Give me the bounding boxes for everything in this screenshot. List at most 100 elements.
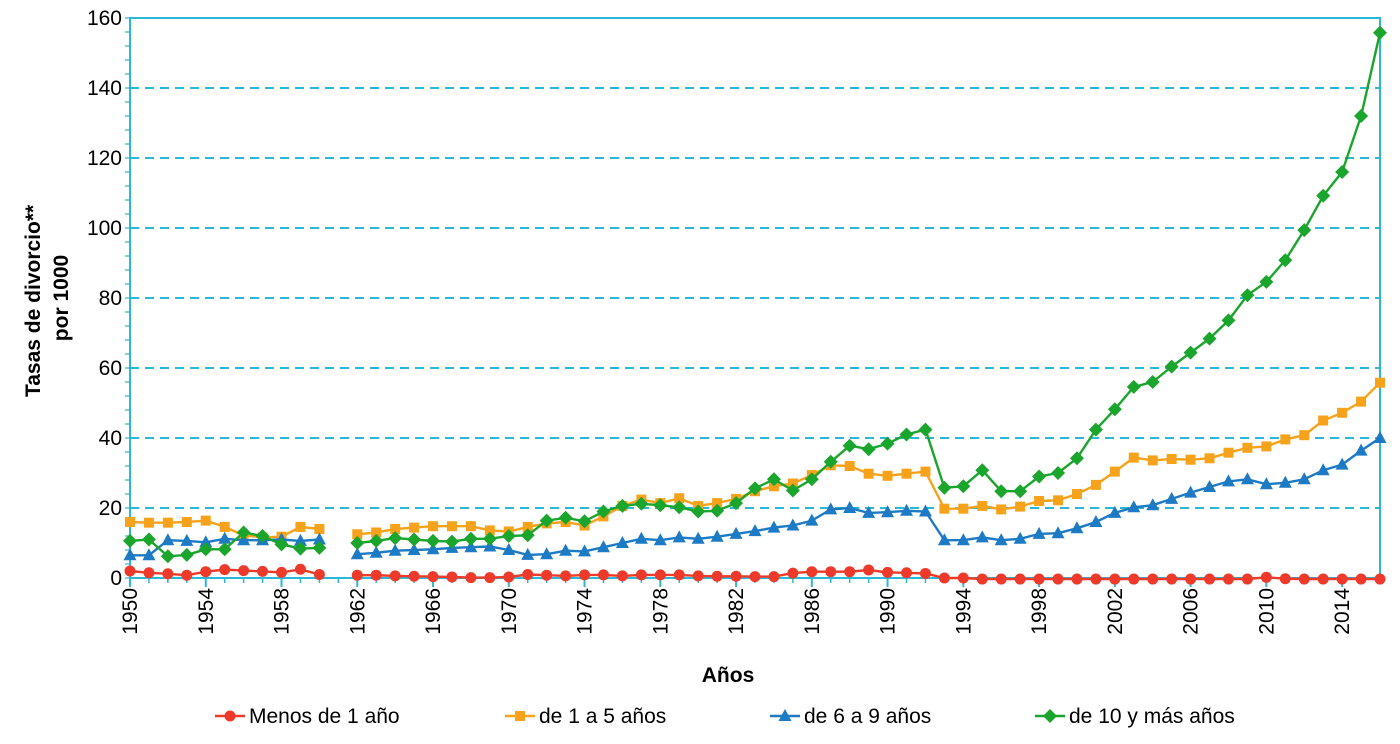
data-point <box>388 531 403 546</box>
data-point <box>1146 498 1160 511</box>
data-point <box>768 571 780 583</box>
data-point <box>692 570 704 582</box>
data-point <box>502 543 516 555</box>
data-point <box>124 565 136 577</box>
data-point <box>824 502 838 515</box>
data-point <box>1318 415 1329 426</box>
data-point <box>749 571 761 583</box>
data-point <box>615 498 630 513</box>
data-point <box>748 481 762 496</box>
data-point <box>1109 573 1121 585</box>
data-point <box>1014 573 1026 585</box>
data-point <box>1335 457 1349 470</box>
data-point <box>484 572 496 584</box>
data-point <box>653 533 667 546</box>
data-point <box>1202 331 1217 346</box>
data-point <box>276 566 288 578</box>
data-point <box>257 565 269 577</box>
data-point <box>1108 505 1122 518</box>
data-point <box>710 529 724 542</box>
data-point <box>446 571 458 583</box>
data-point <box>407 532 422 547</box>
data-point <box>1013 484 1028 499</box>
data-point <box>861 442 876 457</box>
data-point <box>407 543 421 555</box>
x-tick-label: 1998 <box>1028 588 1051 635</box>
data-point <box>160 549 175 564</box>
legend-swatch-marker <box>778 709 792 721</box>
data-point <box>635 569 647 581</box>
data-point <box>1261 441 1272 452</box>
data-point <box>900 503 914 516</box>
data-point <box>785 483 800 498</box>
data-point <box>1053 495 1064 506</box>
data-point <box>804 472 819 487</box>
data-point <box>710 503 725 518</box>
data-point <box>293 541 308 556</box>
data-point <box>976 573 988 585</box>
data-point <box>1337 407 1348 418</box>
data-point <box>956 533 970 546</box>
data-point <box>1373 25 1387 40</box>
data-point <box>521 547 535 560</box>
data-point <box>1336 573 1348 585</box>
data-point <box>1071 573 1083 585</box>
data-point <box>559 543 573 556</box>
data-point <box>236 525 251 540</box>
legend-item: de 1 a 5 años <box>505 705 666 728</box>
data-point <box>1145 375 1160 389</box>
data-point <box>597 569 609 581</box>
data-point <box>390 524 401 534</box>
data-point <box>295 521 306 532</box>
data-point <box>672 500 687 515</box>
data-point <box>920 466 931 477</box>
data-point <box>371 527 382 538</box>
data-point <box>238 565 250 577</box>
data-point <box>1204 573 1216 585</box>
data-point <box>1109 466 1120 477</box>
legend-label: de 1 a 5 años <box>539 705 666 728</box>
data-point <box>501 529 516 543</box>
data-point <box>825 566 837 578</box>
y-tick-label: 40 <box>99 427 122 450</box>
x-tick-label: 1962 <box>346 588 369 635</box>
y-tick-label: 100 <box>87 217 122 240</box>
data-point <box>1107 402 1122 417</box>
data-point <box>994 533 1008 546</box>
data-point <box>975 530 989 543</box>
data-point <box>578 544 592 557</box>
data-point <box>806 566 818 578</box>
data-point <box>1052 573 1064 585</box>
data-point <box>426 542 440 555</box>
data-point <box>558 510 573 525</box>
data-point <box>181 517 192 527</box>
x-tick-label: 2002 <box>1104 588 1127 635</box>
data-point <box>691 504 706 519</box>
data-point <box>956 479 971 494</box>
data-point <box>787 567 799 579</box>
data-point <box>180 533 194 546</box>
legend-label: de 10 y más años <box>1069 705 1235 728</box>
data-point <box>1297 472 1311 485</box>
series-line <box>357 32 1382 545</box>
y-axis-title-line-2: por 1000 <box>50 255 73 341</box>
series-3 <box>123 431 1387 561</box>
data-point <box>863 468 874 479</box>
y-tick-label: 120 <box>87 147 122 170</box>
y-tick-label: 20 <box>99 497 122 520</box>
x-tick-label: 1958 <box>271 588 294 635</box>
data-point <box>125 517 135 527</box>
data-point <box>409 522 420 533</box>
data-point <box>444 534 459 549</box>
data-point <box>1165 491 1179 504</box>
data-point <box>522 521 533 532</box>
data-point <box>312 540 327 555</box>
data-point <box>313 569 325 580</box>
y-axis-title-line-1: Tasas de divorcio** <box>22 204 45 397</box>
data-point <box>1221 313 1236 328</box>
data-point <box>1242 442 1253 453</box>
legend: Menos de 1 año de 1 a 5 años de 6 a 9 años… <box>215 705 1235 728</box>
data-point <box>730 570 742 582</box>
data-point <box>162 517 173 528</box>
data-point <box>1260 571 1272 583</box>
